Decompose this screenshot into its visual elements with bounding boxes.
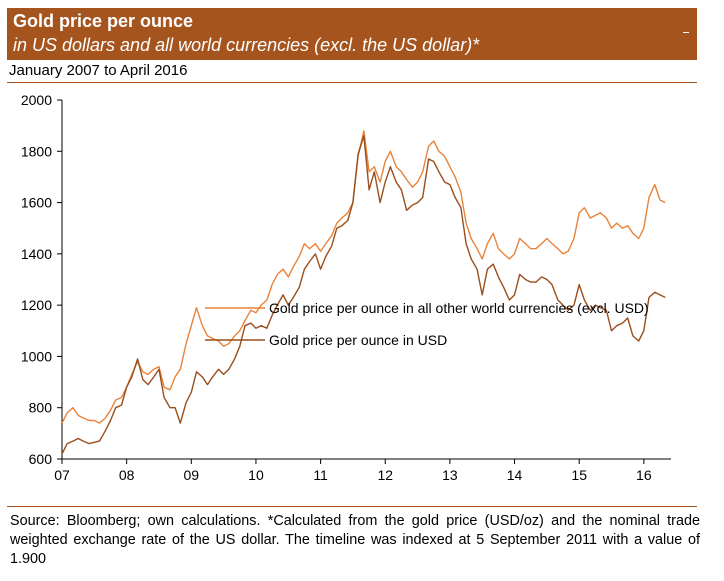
x-tick-label: 16 (636, 467, 652, 483)
x-tick-label: 15 (571, 467, 587, 483)
y-tick-label: 2000 (21, 92, 52, 108)
y-tick-label: 600 (29, 451, 53, 467)
x-tick-label: 08 (119, 467, 135, 483)
y-tick-label: 1800 (21, 143, 52, 159)
header-rule (7, 82, 697, 83)
series-lines (61, 130, 666, 455)
chart-plot: 07 08 09 10 11 12 13 14 15 16 600 800 1000 1200 1400 1… (21, 92, 671, 483)
y-axis-ticks: 600 800 1000 1200 1400 1600 1800 2000 (21, 92, 62, 467)
chart-subtitle: in US dollars and all world currencies (… (13, 35, 480, 55)
source-note: Source: Bloomberg; own calculations. *Ca… (10, 513, 700, 567)
footer-rule (7, 506, 697, 507)
y-tick-label: 1400 (21, 246, 52, 262)
y-tick-label: 1200 (21, 297, 52, 313)
axes (61, 100, 671, 460)
x-tick-label: 14 (507, 467, 523, 483)
x-tick-label: 09 (184, 467, 200, 483)
x-tick-label: 10 (248, 467, 264, 483)
x-tick-label: 11 (313, 467, 328, 483)
series-line-world-currencies (61, 130, 666, 424)
y-tick-label: 1600 (21, 195, 52, 211)
period-label: January 2007 to April 2016 (9, 62, 188, 79)
header-mark (683, 32, 689, 33)
chart-title: Gold price per ounce (13, 11, 194, 31)
series-line-usd (61, 135, 666, 455)
x-tick-label: 07 (54, 467, 70, 483)
y-tick-label: 1000 (21, 348, 52, 364)
y-tick-label: 800 (29, 400, 53, 416)
x-tick-label: 12 (377, 467, 393, 483)
x-tick-label: 13 (442, 467, 458, 483)
x-axis-ticks: 07 08 09 10 11 12 13 14 15 16 (54, 459, 652, 483)
chart-legend: Gold price per ounce in all other world … (205, 300, 649, 348)
legend-label-world-currencies: Gold price per ounce in all other world … (269, 300, 649, 316)
chart-header: Gold price per ounce in US dollars and a… (7, 8, 697, 60)
legend-label-usd: Gold price per ounce in USD (269, 332, 447, 348)
